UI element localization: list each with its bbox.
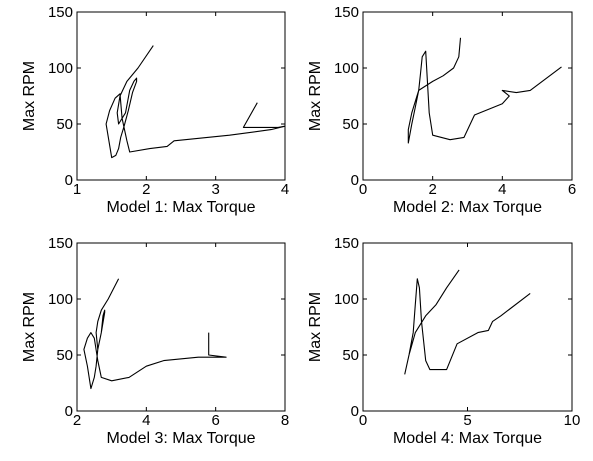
y-tick-label: 150 — [48, 235, 73, 252]
y-tick-label: 100 — [48, 291, 73, 308]
y-tick-label: 0 — [351, 172, 359, 189]
y-tick-label: 100 — [48, 60, 73, 77]
y-tick-label: 0 — [351, 403, 359, 420]
x-tick-label: 2 — [428, 181, 436, 198]
y-tick-label: 50 — [342, 347, 359, 364]
y-tick-label: 100 — [334, 291, 359, 308]
x-axis-label: Model 2: Max Torque — [393, 199, 542, 216]
y-tick-label: 0 — [65, 403, 73, 420]
x-tick-label: 4 — [142, 412, 150, 429]
subplot-3: 2 4 6 8 0 50 100 150 Model 3: Max Torque Max RPM — [21, 235, 289, 447]
y-tick-label: 0 — [65, 172, 73, 189]
x-tick-label: 1 — [73, 181, 81, 198]
x-tick-label: 6 — [211, 412, 219, 429]
x-axis-label: Model 1: Max Torque — [106, 199, 255, 216]
y-tick-label: 150 — [334, 4, 359, 21]
x-tick-label: 8 — [281, 412, 289, 429]
subplot-1: 1 2 3 4 0 50 100 150 Model 1: Max Torque Max RPM — [21, 4, 289, 216]
y-tick-label: 50 — [342, 116, 359, 133]
x-tick-label: 4 — [498, 181, 506, 198]
plot-area — [362, 242, 573, 412]
y-axis-label: Max RPM — [21, 61, 38, 131]
y-tick-label: 100 — [334, 60, 359, 77]
plot-area — [76, 11, 286, 181]
y-tick-label: 150 — [334, 235, 359, 252]
x-tick-label: 6 — [568, 181, 576, 198]
plot-area — [76, 242, 286, 412]
subplot-2: 0 2 4 6 0 50 100 150 Model 2: Max Torque Max RPM — [307, 4, 576, 216]
x-axis-label: Model 3: Max Torque — [106, 430, 255, 447]
x-tick-label: 3 — [211, 181, 219, 198]
x-tick-label: 2 — [142, 181, 150, 198]
x-tick-label: 10 — [564, 412, 581, 429]
y-tick-label: 150 — [48, 4, 73, 21]
series-line-1 — [83, 278, 227, 390]
y-axis-label: Max RPM — [21, 292, 38, 362]
series-line-1 — [404, 269, 531, 375]
y-axis-label: Max RPM — [307, 61, 324, 131]
series-line-1 — [407, 37, 562, 144]
x-tick-label: 4 — [281, 181, 289, 198]
x-axis-label: Model 4: Max Torque — [393, 430, 542, 447]
series-line-1 — [105, 45, 286, 159]
y-axis-label: Max RPM — [307, 292, 324, 362]
x-tick-label: 5 — [463, 412, 471, 429]
x-tick-label: 0 — [359, 181, 367, 198]
y-tick-label: 50 — [56, 116, 73, 133]
x-tick-label: 2 — [73, 412, 81, 429]
plot-area — [362, 11, 573, 181]
x-tick-label: 0 — [359, 412, 367, 429]
y-tick-label: 50 — [56, 347, 73, 364]
